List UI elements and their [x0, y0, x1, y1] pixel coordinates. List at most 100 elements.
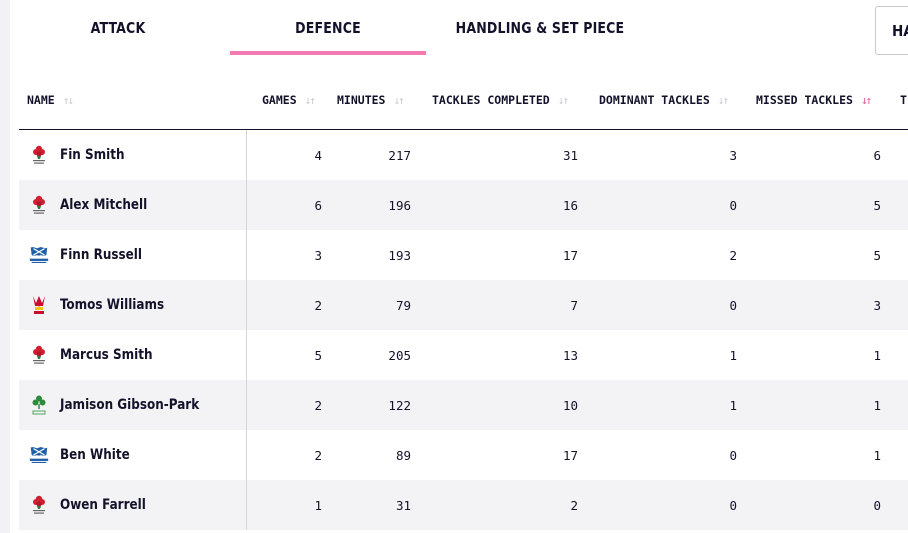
dominant-tackles-value: 0: [729, 297, 737, 313]
scotland-crest-icon: [28, 244, 50, 266]
table-row[interactable]: Ben White 2 89 17 0 1: [19, 430, 908, 480]
dominant-tackles-value: 0: [729, 447, 737, 463]
player-name-cell[interactable]: Owen Farrell: [19, 480, 247, 530]
sort-active-icon[interactable]: ↓↑: [860, 93, 872, 107]
missed-tackles-value: 5: [873, 247, 881, 263]
sort-icon[interactable]: ↓↑: [717, 93, 729, 107]
england-crest-icon: [28, 494, 50, 516]
missed-tackles-value: 5: [873, 197, 881, 213]
missed-tackles-value: 1: [873, 397, 881, 413]
overflow-tab-button[interactable]: HA: [875, 6, 908, 55]
england-crest-icon: [28, 194, 50, 216]
player-name-cell[interactable]: Fin Smith: [19, 130, 247, 180]
header-missed-tackles[interactable]: MISSED TACKLES ↓↑: [756, 70, 872, 130]
header-minutes[interactable]: MINUTES ↓↑: [337, 70, 405, 130]
table-header: NAME ↑↓ GAMES ↓↑ MINUTES ↓↑ TACKLES COMP…: [19, 70, 908, 130]
player-name[interactable]: Jamison Gibson-Park: [60, 397, 200, 413]
player-name-cell[interactable]: Marcus Smith: [19, 330, 247, 380]
missed-tackles-value: 1: [873, 447, 881, 463]
header-dominant-tackles-label: DOMINANT TACKLES: [599, 93, 710, 107]
games-value: 2: [314, 297, 322, 313]
header-dominant-tackles[interactable]: DOMINANT TACKLES ↓↑: [599, 70, 729, 130]
minutes-value: 193: [388, 247, 411, 263]
tab-attack[interactable]: ATTACK: [90, 19, 146, 37]
missed-tackles-value: 3: [873, 297, 881, 313]
player-name[interactable]: Tomos Williams: [60, 297, 165, 313]
defence-stats-table: NAME ↑↓ GAMES ↓↑ MINUTES ↓↑ TACKLES COMP…: [19, 70, 908, 530]
missed-tackles-value: 6: [873, 147, 881, 163]
header-tackles-completed-label: TACKLES COMPLETED: [432, 93, 550, 107]
ireland-crest-icon: [28, 394, 50, 416]
header-games[interactable]: GAMES ↓↑: [262, 70, 316, 130]
dominant-tackles-value: 3: [729, 147, 737, 163]
tab-handling-set-piece[interactable]: HANDLING & SET PIECE: [455, 19, 625, 37]
header-name-label: NAME: [27, 93, 55, 107]
player-name[interactable]: Owen Farrell: [60, 497, 146, 513]
active-tab-indicator: [230, 51, 426, 55]
header-minutes-label: MINUTES: [337, 93, 386, 107]
missed-tackles-value: 0: [873, 497, 881, 513]
sort-icon[interactable]: ↓↑: [557, 93, 569, 107]
player-name-cell[interactable]: Ben White: [19, 430, 247, 480]
left-gutter: [0, 0, 10, 533]
sort-icon[interactable]: ↑↓: [62, 93, 74, 107]
header-name[interactable]: NAME ↑↓: [27, 70, 74, 130]
tackles-completed-value: 7: [570, 297, 578, 313]
table-row[interactable]: Jamison Gibson-Park 2 122 10 1 1: [19, 380, 908, 430]
games-value: 1: [314, 497, 322, 513]
player-name-cell[interactable]: Tomos Williams: [19, 280, 247, 330]
minutes-value: 196: [388, 197, 411, 213]
header-missed-tackles-label: MISSED TACKLES: [756, 93, 853, 107]
table-row[interactable]: Marcus Smith 5 205 13 1 1: [19, 330, 908, 380]
header-tackles-completed[interactable]: TACKLES COMPLETED ↓↑: [432, 70, 569, 130]
player-name-cell[interactable]: Alex Mitchell: [19, 180, 247, 230]
missed-tackles-value: 1: [873, 347, 881, 363]
dominant-tackles-value: 0: [729, 497, 737, 513]
minutes-value: 31: [395, 497, 411, 513]
wales-crest-icon: [28, 294, 50, 316]
table-row[interactable]: Alex Mitchell 6 196 16 0 5: [19, 180, 908, 230]
tackles-completed-value: 17: [562, 447, 578, 463]
minutes-value: 217: [388, 147, 411, 163]
stats-tabs: ATTACK DEFENCE HANDLING & SET PIECE: [10, 0, 908, 60]
games-value: 6: [314, 197, 322, 213]
header-overflow[interactable]: T: [900, 70, 907, 130]
player-name-cell[interactable]: Jamison Gibson-Park: [19, 380, 247, 430]
player-name-cell[interactable]: Finn Russell: [19, 230, 247, 280]
header-overflow-label: T: [900, 93, 907, 107]
table-row[interactable]: Tomos Williams 2 79 7 0 3: [19, 280, 908, 330]
player-name[interactable]: Marcus Smith: [60, 347, 153, 363]
games-value: 3: [314, 247, 322, 263]
tackles-completed-value: 16: [562, 197, 578, 213]
dominant-tackles-value: 0: [729, 197, 737, 213]
header-games-label: GAMES: [262, 93, 297, 107]
table-row[interactable]: Fin Smith 4 217 31 3 6: [19, 130, 908, 180]
minutes-value: 79: [395, 297, 411, 313]
sort-icon[interactable]: ↓↑: [393, 93, 404, 107]
games-value: 4: [314, 147, 322, 163]
games-value: 2: [314, 447, 322, 463]
table-body: Fin Smith 4 217 31 3 6 Alex Mitchell 6 196 16 0 5 Fi…: [19, 130, 908, 530]
tackles-completed-value: 17: [562, 247, 578, 263]
player-name[interactable]: Finn Russell: [60, 247, 143, 263]
games-value: 2: [314, 397, 322, 413]
dominant-tackles-value: 1: [729, 347, 737, 363]
scotland-crest-icon: [28, 444, 50, 466]
tackles-completed-value: 13: [562, 347, 578, 363]
table-row[interactable]: Owen Farrell 1 31 2 0 0: [19, 480, 908, 530]
games-value: 5: [314, 347, 322, 363]
player-name[interactable]: Fin Smith: [60, 147, 125, 163]
dominant-tackles-value: 2: [729, 247, 737, 263]
tackles-completed-value: 10: [562, 397, 578, 413]
table-row[interactable]: Finn Russell 3 193 17 2 5: [19, 230, 908, 280]
minutes-value: 122: [388, 397, 411, 413]
player-name[interactable]: Alex Mitchell: [60, 197, 148, 213]
england-crest-icon: [28, 344, 50, 366]
tab-defence[interactable]: DEFENCE: [295, 19, 361, 37]
player-name[interactable]: Ben White: [60, 447, 130, 463]
dominant-tackles-value: 1: [729, 397, 737, 413]
minutes-value: 89: [395, 447, 411, 463]
tackles-completed-value: 2: [570, 497, 578, 513]
england-crest-icon: [28, 144, 50, 166]
sort-icon[interactable]: ↓↑: [304, 93, 316, 107]
